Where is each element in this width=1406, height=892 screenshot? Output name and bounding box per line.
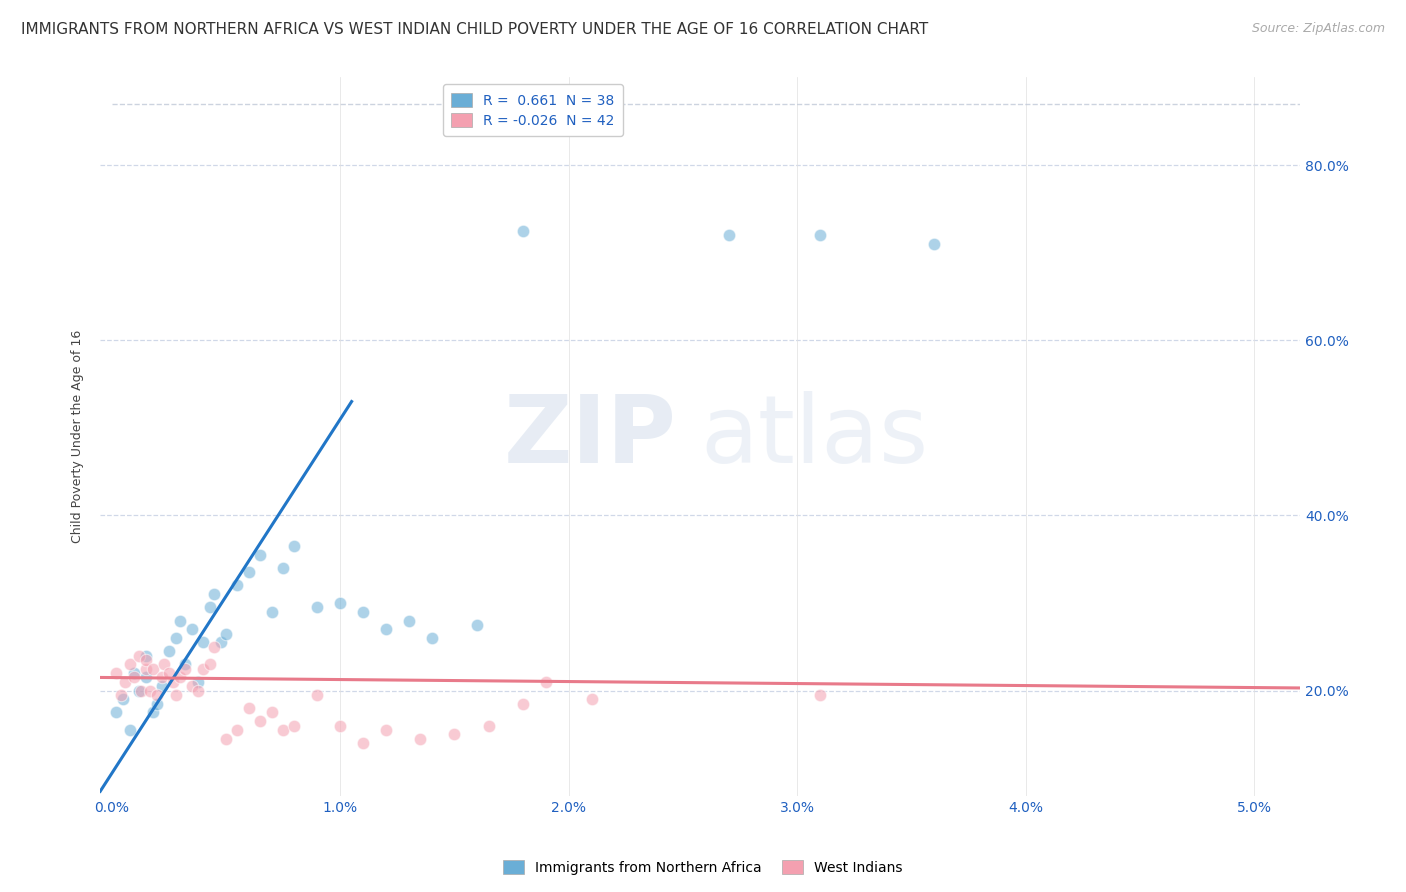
- Point: [307, 600, 329, 615]
- Point: [260, 605, 283, 619]
- Point: [142, 706, 165, 720]
- Point: [162, 674, 184, 689]
- Point: [153, 657, 176, 672]
- Point: [260, 706, 283, 720]
- Point: [124, 670, 146, 684]
- Point: [226, 723, 249, 737]
- Point: [465, 618, 488, 632]
- Point: [150, 679, 173, 693]
- Point: [128, 648, 150, 663]
- Point: [150, 670, 173, 684]
- Point: [135, 648, 157, 663]
- Point: [124, 666, 146, 681]
- Point: [173, 662, 195, 676]
- Point: [135, 670, 157, 684]
- Point: [157, 666, 180, 681]
- Text: Source: ZipAtlas.com: Source: ZipAtlas.com: [1251, 22, 1385, 36]
- Point: [191, 662, 214, 676]
- Point: [249, 548, 271, 562]
- Point: [198, 600, 221, 615]
- Point: [114, 674, 136, 689]
- Point: [249, 714, 271, 729]
- Point: [118, 657, 141, 672]
- Point: [374, 723, 396, 737]
- Point: [329, 718, 352, 732]
- Point: [209, 635, 232, 649]
- Point: [105, 706, 128, 720]
- Point: [283, 718, 305, 732]
- Point: [352, 605, 374, 619]
- Point: [215, 626, 238, 640]
- Point: [112, 692, 135, 706]
- Text: atlas: atlas: [700, 391, 928, 483]
- Point: [204, 587, 226, 601]
- Point: [398, 614, 420, 628]
- Point: [271, 561, 294, 575]
- Text: ZIP: ZIP: [503, 391, 676, 483]
- Point: [271, 723, 294, 737]
- Point: [512, 697, 534, 711]
- Point: [443, 727, 465, 741]
- Point: [808, 228, 831, 243]
- Point: [226, 578, 249, 592]
- Point: [169, 614, 191, 628]
- Point: [135, 662, 157, 676]
- Point: [173, 657, 195, 672]
- Point: [581, 692, 603, 706]
- Point: [198, 657, 221, 672]
- Point: [307, 688, 329, 702]
- Point: [329, 596, 352, 610]
- Point: [717, 228, 740, 243]
- Point: [238, 566, 260, 580]
- Point: [165, 631, 187, 645]
- Point: [180, 622, 202, 636]
- Point: [238, 701, 260, 715]
- Point: [420, 631, 443, 645]
- Y-axis label: Child Poverty Under the Age of 16: Child Poverty Under the Age of 16: [72, 330, 84, 543]
- Point: [180, 679, 202, 693]
- Point: [478, 718, 501, 732]
- Point: [110, 688, 132, 702]
- Legend: Immigrants from Northern Africa, West Indians: Immigrants from Northern Africa, West In…: [498, 855, 908, 880]
- Point: [105, 666, 128, 681]
- Point: [808, 688, 831, 702]
- Point: [924, 236, 946, 251]
- Point: [409, 731, 432, 746]
- Point: [187, 683, 209, 698]
- Text: IMMIGRANTS FROM NORTHERN AFRICA VS WEST INDIAN CHILD POVERTY UNDER THE AGE OF 16: IMMIGRANTS FROM NORTHERN AFRICA VS WEST …: [21, 22, 928, 37]
- Point: [165, 688, 187, 702]
- Point: [131, 683, 153, 698]
- Legend: R =  0.661  N = 38, R = -0.026  N = 42: R = 0.661 N = 38, R = -0.026 N = 42: [443, 85, 623, 136]
- Point: [187, 674, 209, 689]
- Point: [534, 674, 557, 689]
- Point: [146, 697, 169, 711]
- Point: [135, 653, 157, 667]
- Point: [191, 635, 214, 649]
- Point: [139, 683, 162, 698]
- Point: [512, 224, 534, 238]
- Point: [142, 662, 165, 676]
- Point: [215, 731, 238, 746]
- Point: [146, 688, 169, 702]
- Point: [128, 683, 150, 698]
- Point: [118, 723, 141, 737]
- Point: [169, 670, 191, 684]
- Point: [352, 736, 374, 750]
- Point: [204, 640, 226, 654]
- Point: [374, 622, 396, 636]
- Point: [283, 539, 305, 553]
- Point: [157, 644, 180, 658]
